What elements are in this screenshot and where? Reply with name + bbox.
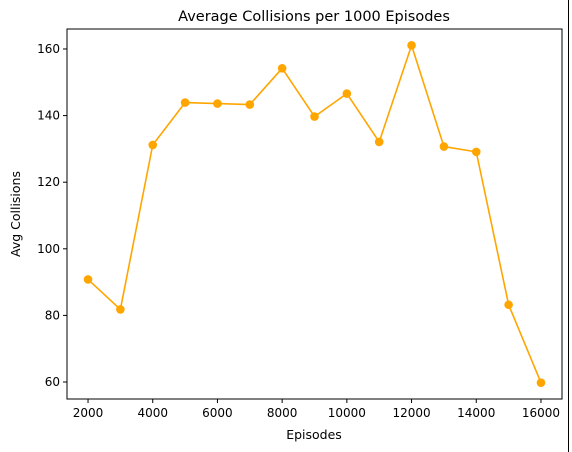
- x-axis: 2000 4000 6000 8000 10000 12000 14000 16000: [73, 399, 560, 420]
- x-axis-label: Episodes: [286, 427, 342, 442]
- plot-area: [67, 29, 562, 399]
- y-tick-label: 100: [37, 242, 60, 256]
- data-point: [472, 148, 481, 157]
- data-point: [537, 378, 546, 387]
- data-point: [116, 305, 125, 314]
- data-point: [440, 142, 449, 151]
- data-point: [84, 275, 93, 284]
- data-point: [148, 141, 157, 150]
- x-tick-label: 16000: [522, 406, 560, 420]
- window-edge: [568, 0, 569, 452]
- x-tick-label: 6000: [202, 406, 233, 420]
- y-axis-label: Avg Collisions: [8, 171, 23, 257]
- y-tick-label: 120: [37, 175, 60, 189]
- data-point: [310, 112, 319, 121]
- y-axis: 60 80 100 120 140 160: [37, 42, 67, 389]
- data-point: [181, 98, 190, 107]
- x-tick-label: 14000: [457, 406, 495, 420]
- x-tick-label: 4000: [137, 406, 168, 420]
- y-tick-label: 160: [37, 42, 60, 56]
- data-point: [278, 64, 287, 73]
- y-tick-label: 80: [45, 308, 60, 322]
- data-point: [343, 89, 352, 98]
- data-point: [375, 138, 384, 147]
- chart-title: Average Collisions per 1000 Episodes: [178, 9, 450, 25]
- x-tick-label: 10000: [328, 406, 366, 420]
- x-tick-label: 8000: [267, 406, 298, 420]
- y-tick-label: 60: [45, 375, 60, 389]
- data-point: [504, 300, 513, 309]
- data-point: [213, 99, 222, 108]
- x-tick-label: 12000: [392, 406, 430, 420]
- x-tick-label: 2000: [73, 406, 104, 420]
- data-point: [245, 100, 254, 109]
- data-point: [407, 41, 416, 50]
- y-tick-label: 140: [37, 109, 60, 123]
